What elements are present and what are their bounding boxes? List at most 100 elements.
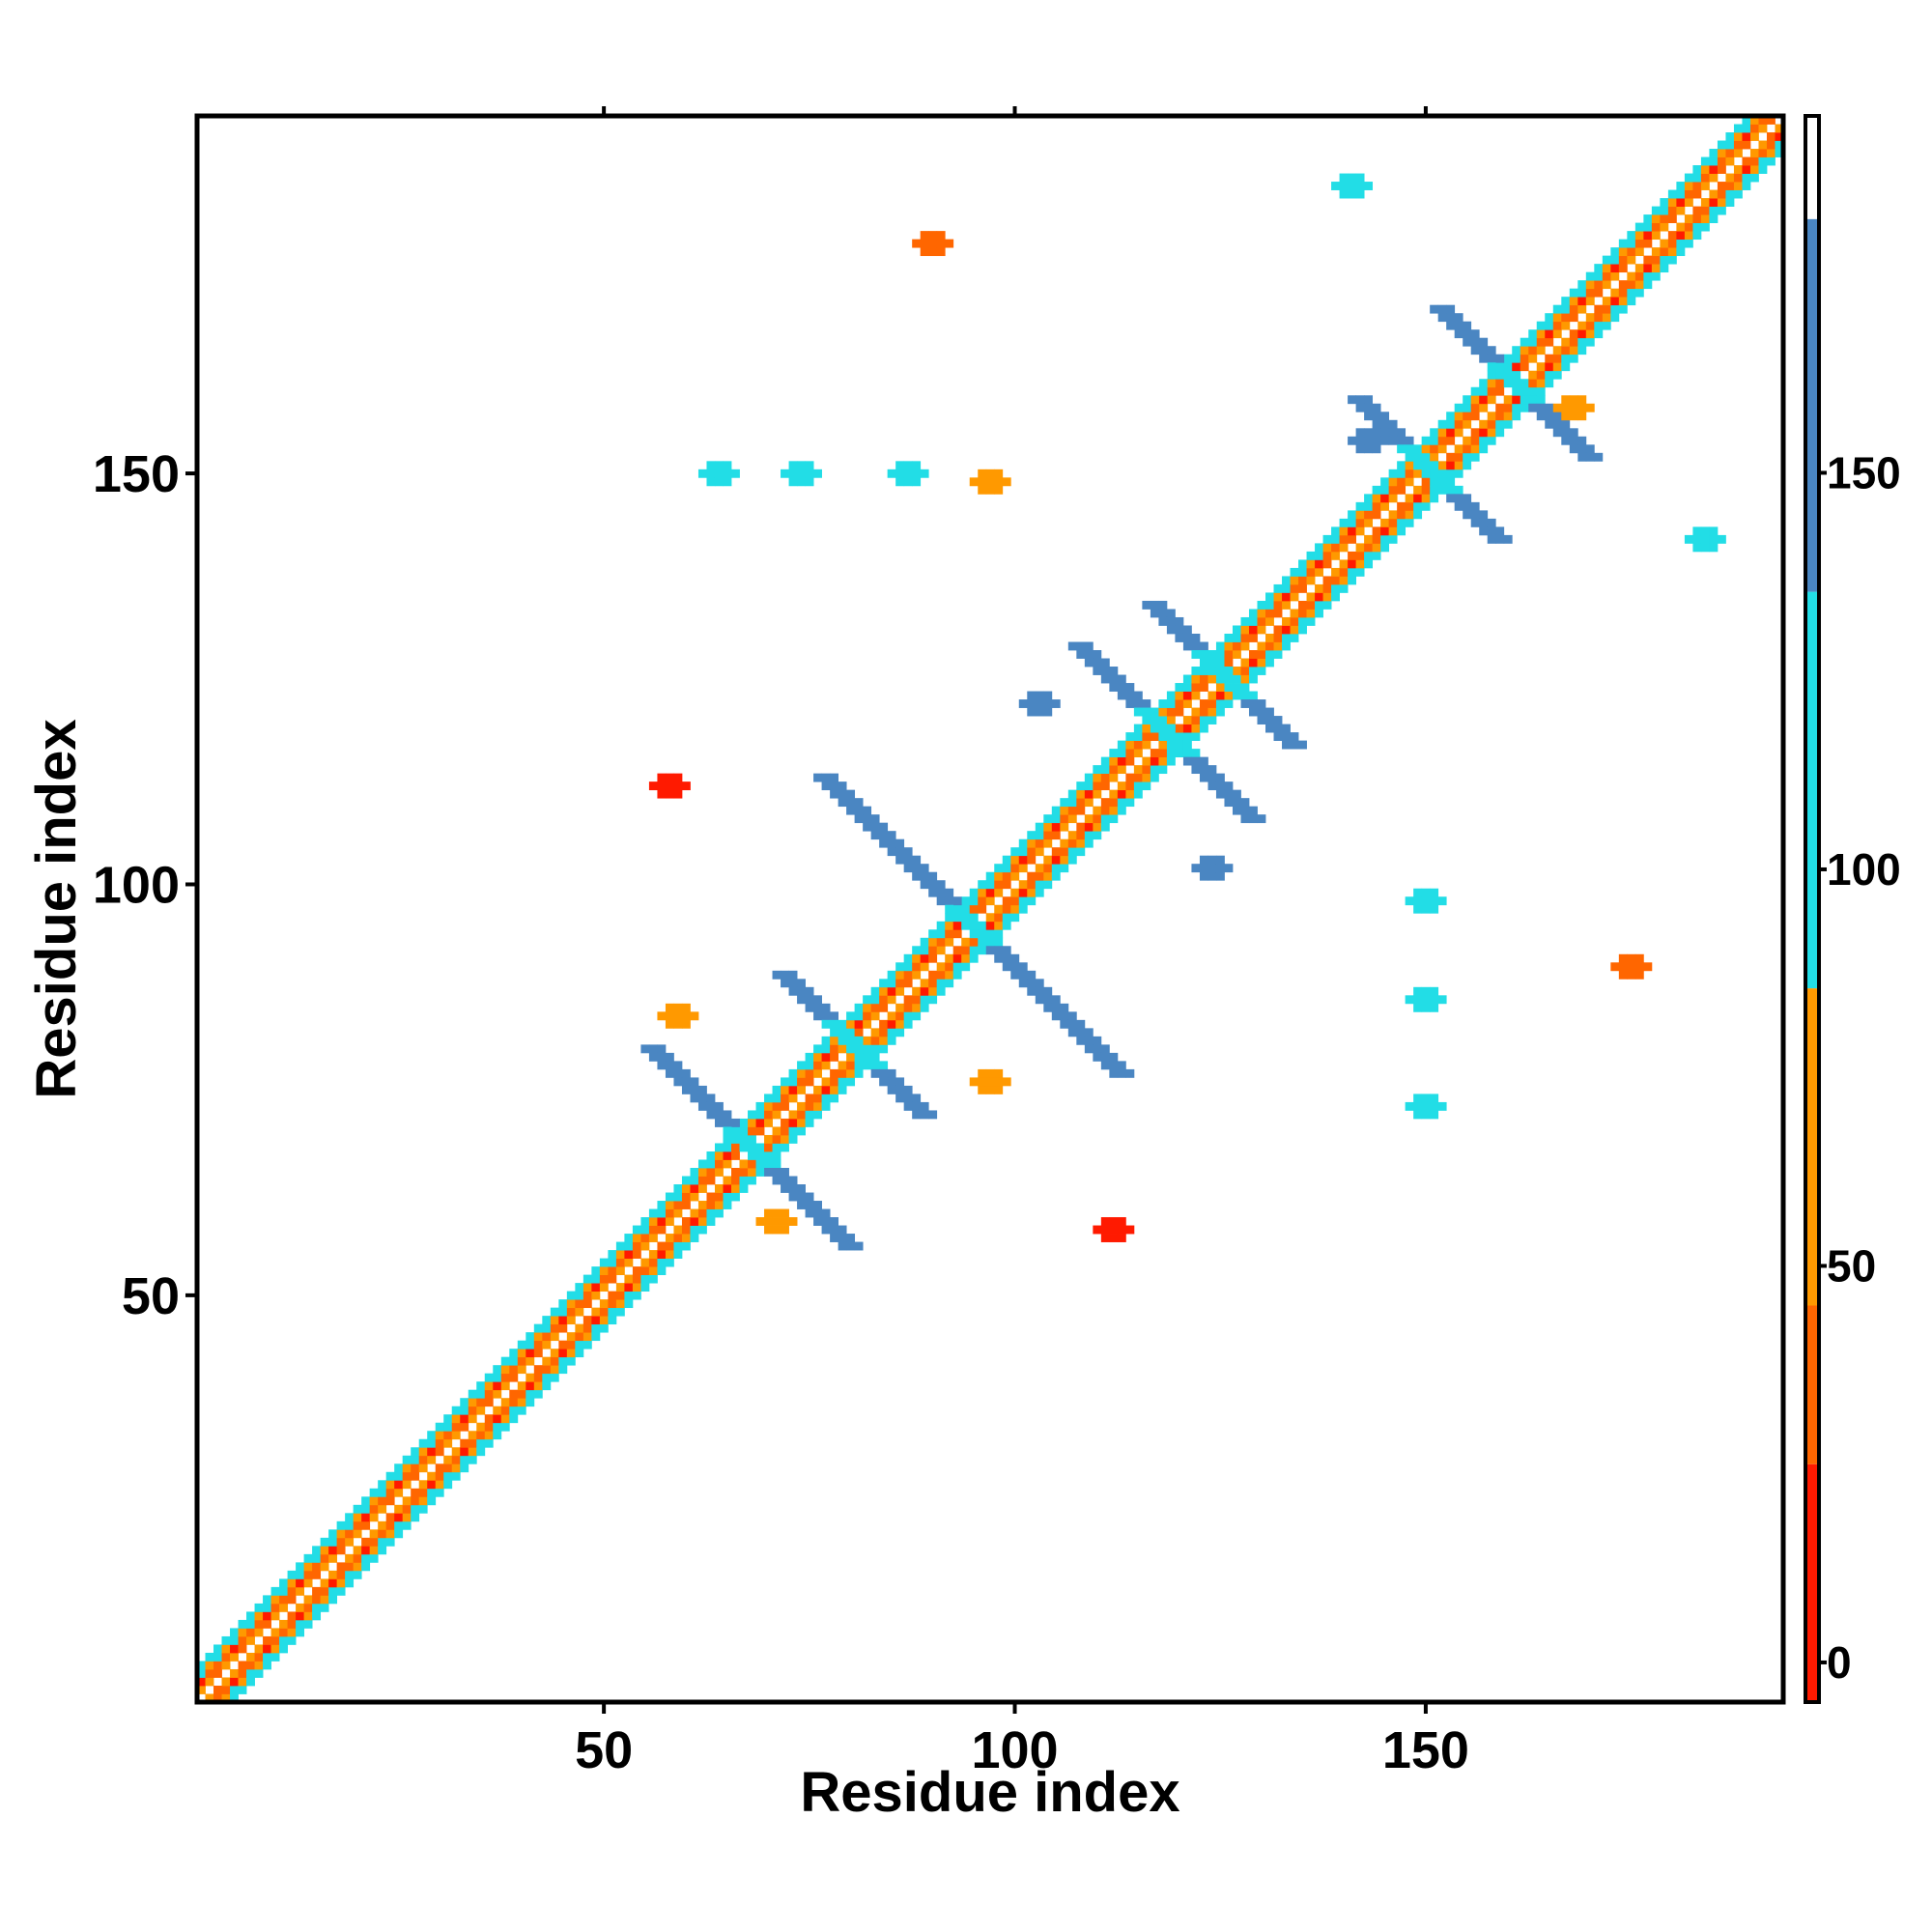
heatmap-cell: [755, 1118, 765, 1127]
heatmap-cell: [1397, 477, 1406, 487]
heatmap-cell: [690, 1176, 699, 1185]
heatmap-cell: [764, 1134, 773, 1144]
heatmap-cell: [681, 1176, 691, 1185]
heatmap-cell: [566, 1291, 576, 1300]
heatmap-cell: [517, 1349, 526, 1358]
heatmap-cell: [681, 1192, 691, 1202]
heatmap-cell: [1766, 140, 1776, 150]
heatmap-cell: [846, 1011, 856, 1021]
heatmap-cell: [1035, 995, 1044, 1005]
heatmap-cell: [1125, 756, 1135, 766]
heatmap-cell: [788, 986, 798, 996]
heatmap-cell: [846, 1028, 856, 1037]
heatmap-cell: [1725, 156, 1735, 166]
heatmap-cell: [427, 1447, 437, 1457]
heatmap-cell: [731, 1134, 740, 1144]
heatmap-cell: [1684, 214, 1693, 223]
heatmap-cell: [1437, 896, 1447, 906]
heatmap-cell: [673, 1250, 683, 1259]
heatmap-cell: [1109, 806, 1119, 815]
heatmap-cell: [1594, 313, 1604, 323]
heatmap-cell: [287, 1595, 297, 1605]
heatmap-cell: [230, 1668, 239, 1678]
heatmap-cell: [1224, 641, 1234, 651]
heatmap-cell: [312, 1611, 322, 1621]
heatmap-cell: [1397, 526, 1406, 536]
heatmap-cell: [1133, 781, 1143, 791]
heatmap-cell: [879, 979, 889, 988]
heatmap-cell: [1158, 740, 1168, 750]
heatmap-cell: [1421, 452, 1431, 462]
heatmap-cell: [1142, 781, 1151, 791]
heatmap-cell: [1397, 485, 1406, 495]
heatmap-cell: [1331, 576, 1340, 585]
heatmap-cell: [1676, 189, 1686, 199]
heatmap-cell: [427, 1471, 437, 1481]
heatmap-cell: [985, 1077, 995, 1087]
heatmap-cell: [928, 1110, 938, 1120]
heatmap-cell: [1380, 494, 1390, 503]
heatmap-cell: [1495, 526, 1505, 536]
heatmap-cell: [279, 1619, 288, 1629]
heatmap-cell: [648, 1052, 658, 1062]
heatmap-cell: [714, 1118, 724, 1127]
heatmap-cell: [821, 773, 831, 782]
heatmap-cell: [945, 921, 954, 930]
heatmap-cell: [1643, 231, 1653, 241]
heatmap-cell: [690, 1234, 699, 1242]
heatmap-cell: [1709, 173, 1719, 183]
heatmap-cell: [912, 1011, 922, 1021]
heatmap-cell: [1158, 732, 1168, 741]
heatmap-cell: [427, 1455, 437, 1464]
heatmap-cell: [1627, 970, 1636, 980]
heatmap-cell: [1717, 534, 1726, 544]
heatmap-cell: [1257, 814, 1266, 824]
heatmap-cell: [985, 1068, 995, 1078]
heatmap-cell: [197, 1685, 206, 1694]
heatmap-cell: [1643, 280, 1653, 290]
heatmap-cell: [952, 904, 962, 914]
heatmap-cell: [1076, 1028, 1086, 1037]
heatmap-cell: [1257, 707, 1266, 717]
heatmap-cell: [1060, 814, 1069, 824]
heatmap-cell: [936, 970, 946, 980]
heatmap-cell: [1437, 419, 1447, 429]
heatmap-cell: [1010, 864, 1020, 873]
heatmap-cell: [1634, 271, 1644, 281]
heatmap-cell: [665, 1208, 674, 1218]
heatmap-cell: [714, 461, 724, 470]
heatmap-cell: [345, 1513, 355, 1522]
heatmap-cell: [1027, 888, 1037, 897]
heatmap-cell: [246, 1619, 255, 1629]
heatmap-cell: [1463, 461, 1472, 470]
heatmap-cell: [863, 822, 872, 832]
heatmap-cell: [238, 1685, 247, 1694]
heatmap-cell: [402, 1455, 412, 1464]
heatmap-cell: [1758, 165, 1768, 174]
heatmap-cell: [608, 1274, 617, 1284]
heatmap-cell: [665, 789, 674, 799]
heatmap-cell: [312, 1553, 322, 1563]
heatmap-cell: [1569, 329, 1578, 339]
heatmap-cell: [500, 1381, 510, 1391]
heatmap-cell: [648, 1250, 658, 1259]
heatmap-cell: [1758, 124, 1768, 133]
heatmap-cell: [615, 1283, 625, 1293]
heatmap-cell: [1430, 986, 1439, 996]
heatmap-cell: [575, 1349, 584, 1358]
heatmap-cell: [624, 1299, 634, 1309]
heatmap-cell: [1520, 395, 1529, 405]
heatmap-cell: [550, 1373, 559, 1382]
heatmap-cell: [624, 1258, 634, 1267]
heatmap-cell: [1191, 724, 1201, 733]
heatmap-cell: [969, 888, 979, 897]
heatmap-cell: [1339, 189, 1349, 199]
heatmap-cell: [493, 1365, 502, 1375]
heatmap-cell: [969, 1077, 979, 1087]
heatmap-cell: [714, 469, 724, 478]
heatmap-cell: [1199, 699, 1208, 708]
heatmap-cell: [772, 1151, 781, 1160]
heatmap-cell: [1158, 765, 1168, 775]
heatmap-cell: [526, 1349, 535, 1358]
heatmap-cell: [460, 1463, 469, 1473]
